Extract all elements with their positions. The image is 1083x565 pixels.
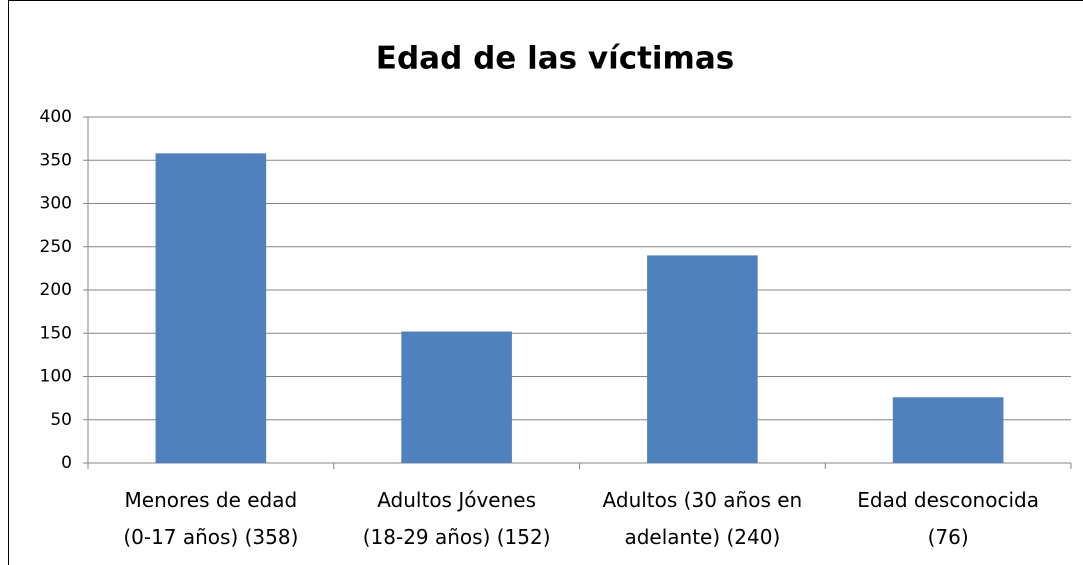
x-tick-label: Adultos Jóvenes (18-29 años) (152) (362, 488, 551, 549)
x-tick-label: Edad desconocida (76) (857, 488, 1039, 549)
bar (155, 153, 267, 463)
y-tick-label: 300 (40, 194, 72, 214)
y-tick-label: 200 (40, 280, 72, 300)
y-tick-label: 50 (50, 410, 72, 430)
x-tick-label: Adultos (30 años en adelante) (240) (602, 488, 803, 549)
y-tick-label: 250 (40, 237, 72, 257)
chart-title: Edad de las víctimas (376, 41, 734, 77)
bar (647, 255, 758, 463)
y-tick-label: 100 (40, 367, 72, 387)
y-tick-label: 0 (61, 453, 72, 473)
y-tick-label: 350 (40, 150, 72, 170)
bar (401, 331, 512, 463)
bar (892, 397, 1004, 463)
y-tick-label: 400 (40, 107, 72, 127)
x-tick-label: Menores de edad (0-17 años) (358) (123, 488, 299, 549)
y-tick-label: 150 (40, 323, 72, 343)
